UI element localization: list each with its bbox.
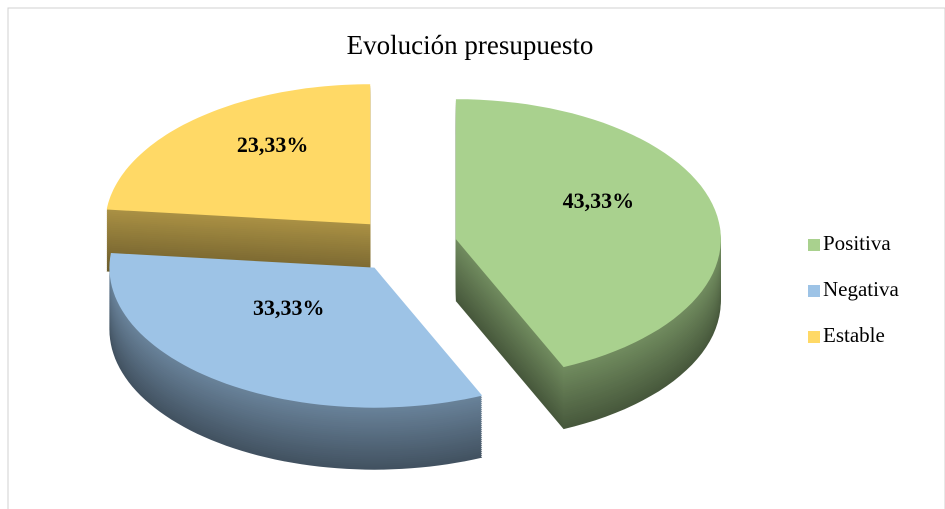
data-label: 33,33% (253, 295, 325, 320)
legend-label: Estable (823, 323, 885, 347)
slice (455, 99, 721, 368)
legend-swatch (808, 331, 820, 343)
legend-swatch (808, 239, 820, 251)
legend-label: Negativa (823, 277, 899, 301)
data-label: 43,33% (563, 188, 635, 213)
legend-label: Positiva (823, 231, 891, 255)
slice (106, 84, 371, 225)
slice (109, 253, 483, 408)
chart-title: Evolución presupuesto (347, 30, 594, 60)
legend-swatch (808, 285, 820, 297)
data-label: 23,33% (237, 132, 309, 157)
